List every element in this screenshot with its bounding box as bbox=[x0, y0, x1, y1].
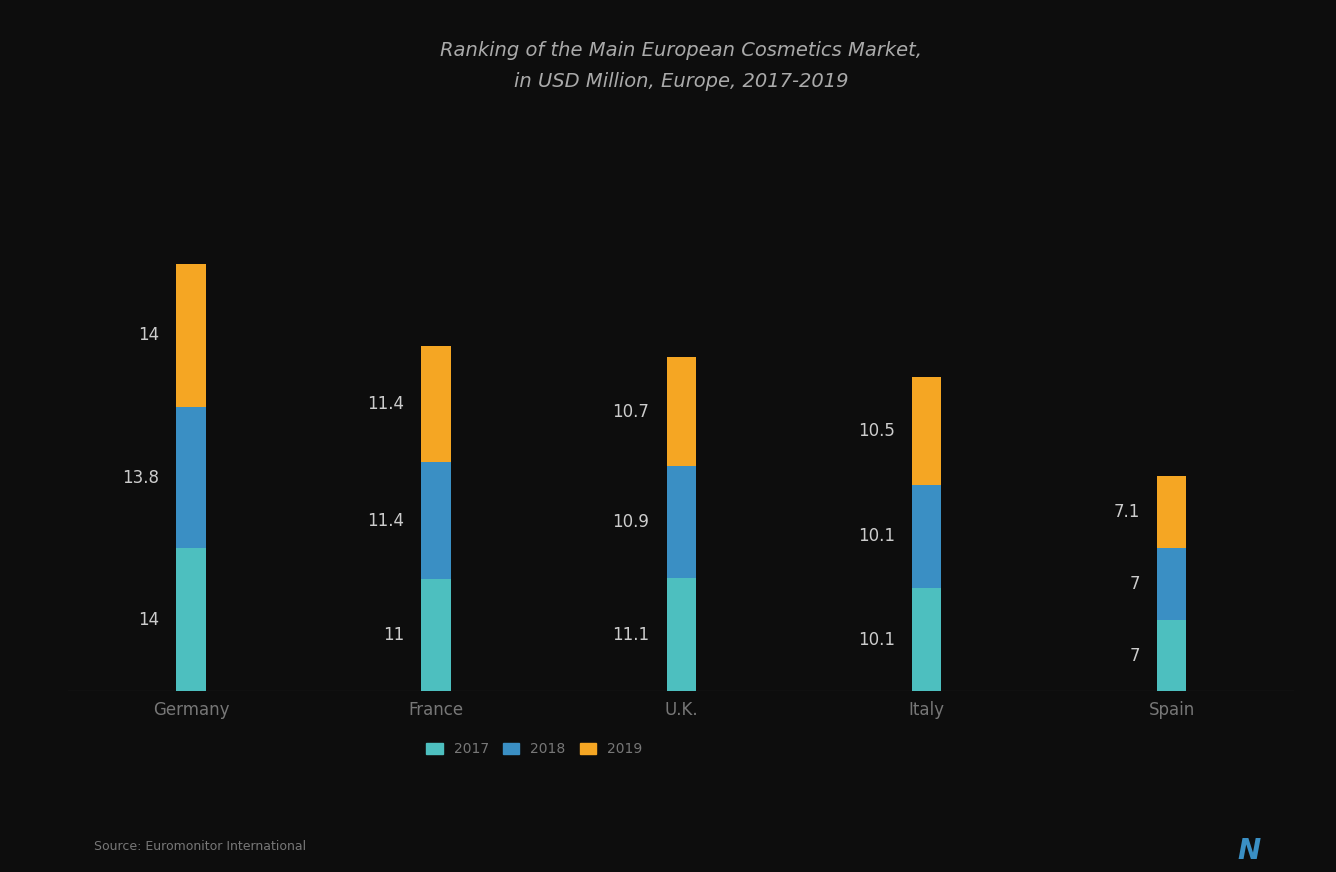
Text: 13.8: 13.8 bbox=[122, 468, 159, 487]
Text: 7.1: 7.1 bbox=[1113, 503, 1140, 521]
Bar bbox=[176, 264, 206, 407]
Title: Ranking of the Main European Cosmetics Market,
in USD Million, Europe, 2017-2019: Ranking of the Main European Cosmetics M… bbox=[441, 41, 922, 92]
Bar bbox=[667, 467, 696, 578]
Text: 10.7: 10.7 bbox=[613, 403, 649, 420]
Legend: 2017, 2018, 2019: 2017, 2018, 2019 bbox=[420, 735, 649, 763]
Bar bbox=[1157, 548, 1186, 620]
Text: N: N bbox=[1237, 837, 1261, 865]
Text: 11.4: 11.4 bbox=[367, 395, 405, 413]
Text: 11: 11 bbox=[383, 626, 405, 644]
Text: 10.1: 10.1 bbox=[858, 630, 895, 649]
Text: 11.1: 11.1 bbox=[612, 626, 649, 644]
Text: 7: 7 bbox=[1129, 575, 1140, 593]
Bar bbox=[176, 548, 206, 691]
Bar bbox=[176, 407, 206, 548]
Text: 14: 14 bbox=[138, 326, 159, 344]
Bar bbox=[667, 578, 696, 691]
Text: 10.9: 10.9 bbox=[613, 513, 649, 531]
Text: 7: 7 bbox=[1129, 647, 1140, 664]
Text: 14: 14 bbox=[138, 611, 159, 629]
Bar bbox=[911, 588, 942, 691]
Bar bbox=[667, 357, 696, 467]
Bar bbox=[911, 485, 942, 588]
Bar bbox=[1157, 620, 1186, 691]
Text: Source: Euromonitor International: Source: Euromonitor International bbox=[94, 841, 306, 853]
Text: 10.5: 10.5 bbox=[858, 422, 895, 440]
Text: 11.4: 11.4 bbox=[367, 512, 405, 529]
Bar bbox=[421, 345, 452, 462]
Bar bbox=[911, 378, 942, 485]
Bar bbox=[421, 579, 452, 691]
Bar bbox=[1157, 475, 1186, 548]
Text: 10.1: 10.1 bbox=[858, 528, 895, 546]
Bar bbox=[421, 462, 452, 579]
